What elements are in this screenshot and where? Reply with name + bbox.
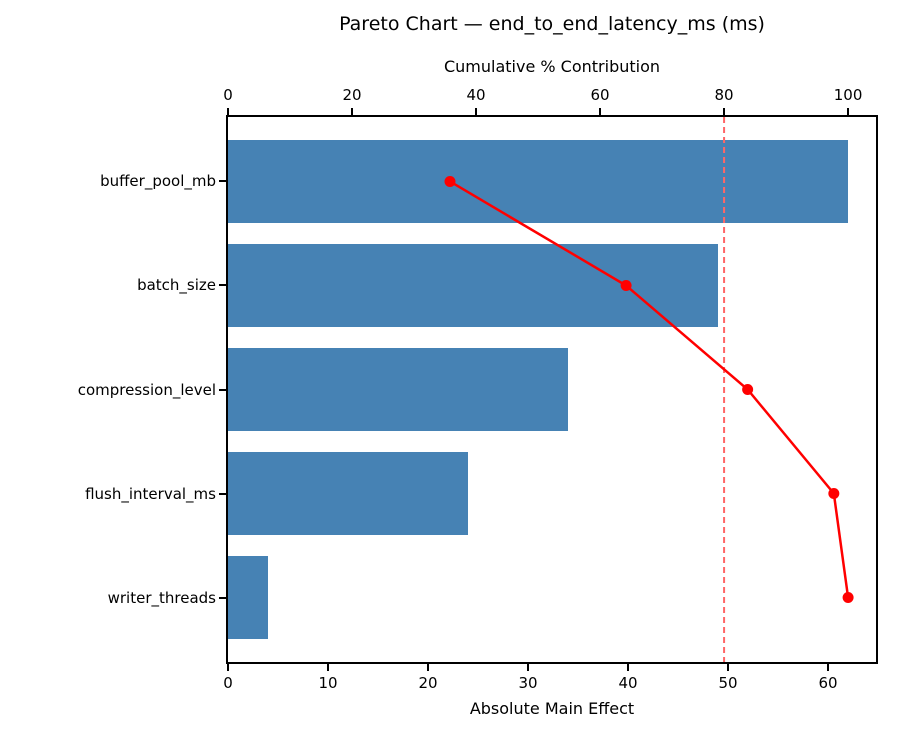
- bar-buffer_pool_mb: [228, 139, 848, 224]
- plot-area: [226, 115, 878, 664]
- bottom-tick-label-0: 0: [223, 674, 233, 692]
- top-tick-20: [351, 108, 354, 115]
- bottom-axis-label: Absolute Main Effect: [469, 699, 635, 718]
- y-tick-flush_interval_ms: [219, 492, 226, 495]
- top-tick-label-40: 40: [466, 86, 486, 104]
- bottom-tick-50: [727, 664, 729, 671]
- bottom-tick-10: [327, 664, 329, 671]
- bottom-tick-label-50: 50: [718, 674, 738, 692]
- top-tick-label-60: 60: [590, 86, 610, 104]
- cumulative-marker-buffer_pool_mb: [444, 175, 456, 187]
- bottom-tick-60: [827, 664, 829, 671]
- y-tick-compression_level: [219, 388, 226, 391]
- bars-layer: [228, 117, 876, 662]
- y-tick-label-writer_threads: writer_threads: [107, 588, 216, 607]
- top-tick-label-100: 100: [833, 86, 863, 104]
- cumulative-marker-flush_interval_ms: [828, 488, 840, 500]
- chart-title: Pareto Chart — end_to_end_latency_ms (ms…: [339, 13, 765, 35]
- bottom-tick-40: [627, 664, 629, 671]
- bottom-tick-20: [427, 664, 429, 671]
- top-tick-80: [723, 108, 726, 115]
- bottom-tick-label-60: 60: [818, 674, 838, 692]
- bar-batch_size: [228, 243, 718, 328]
- bar-compression_level: [228, 347, 568, 432]
- bottom-tick-0: [227, 664, 229, 671]
- bar-writer_threads: [228, 555, 268, 640]
- y-tick-label-buffer_pool_mb: buffer_pool_mb: [100, 172, 216, 191]
- cumulative-marker-compression_level: [742, 384, 754, 395]
- top-tick-label-20: 20: [342, 86, 362, 104]
- y-tick-label-flush_interval_ms: flush_interval_ms: [85, 484, 216, 503]
- bottom-tick-label-10: 10: [318, 674, 338, 692]
- y-tick-label-batch_size: batch_size: [137, 276, 216, 295]
- cumulative-marker-batch_size: [620, 279, 632, 291]
- bottom-tick-label-40: 40: [618, 674, 638, 692]
- bottom-tick-label-20: 20: [418, 674, 438, 692]
- y-tick-writer_threads: [219, 596, 226, 599]
- top-tick-label-0: 0: [223, 86, 233, 104]
- top-tick-0: [227, 108, 229, 115]
- top-tick-label-80: 80: [714, 86, 734, 104]
- top-tick-60: [599, 108, 602, 115]
- bottom-tick-30: [527, 664, 529, 671]
- top-tick-100: [847, 108, 850, 115]
- bottom-tick-label-30: 30: [518, 674, 538, 692]
- cumulative-marker-writer_threads: [842, 592, 854, 604]
- top-axis-label: Cumulative % Contribution: [443, 57, 661, 76]
- top-tick-40: [475, 108, 478, 115]
- cumulative-line: [449, 180, 850, 598]
- y-tick-batch_size: [219, 284, 226, 287]
- y-tick-label-compression_level: compression_level: [77, 380, 216, 399]
- cumulative-line-layer: [444, 117, 854, 662]
- y-tick-buffer_pool_mb: [219, 180, 226, 183]
- bar-flush_interval_ms: [228, 451, 468, 536]
